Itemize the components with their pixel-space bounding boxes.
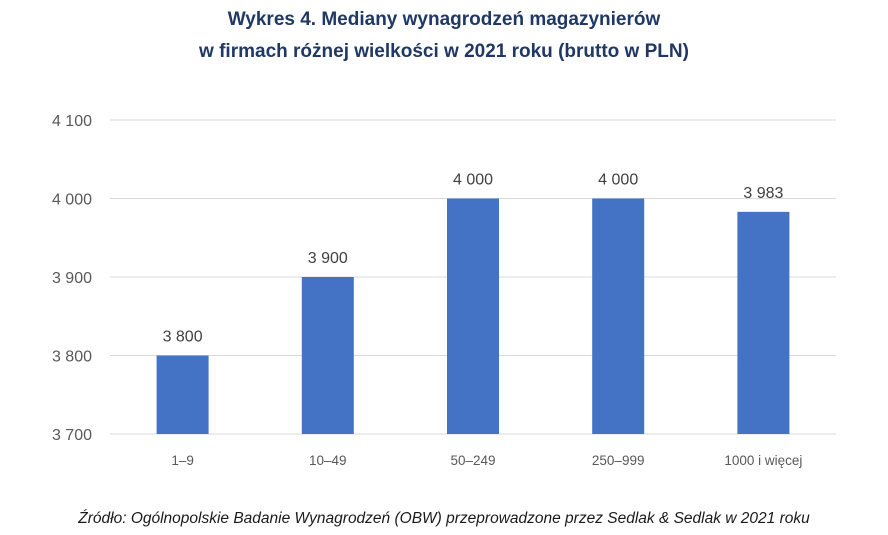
chart-title-line-2: w firmach różnej wielkości w 2021 roku (… — [199, 41, 689, 62]
bar — [301, 277, 354, 434]
y-tick-label: 3 800 — [52, 349, 92, 366]
bar — [592, 198, 645, 434]
y-tick-label: 4 100 — [52, 113, 92, 130]
bar — [737, 211, 790, 434]
chart-title: Wykres 4. Mediany wynagrodzeń magazynier… — [0, 4, 888, 68]
y-tick-label: 3 900 — [52, 270, 92, 287]
data-label: 4 000 — [598, 172, 638, 189]
y-tick-label: 4 000 — [52, 192, 92, 209]
data-label: 4 000 — [453, 172, 493, 189]
chart-title-line-1: Wykres 4. Mediany wynagrodzeń magazynier… — [227, 9, 661, 30]
x-tick-label: 10–49 — [309, 453, 347, 468]
y-tick-label: 3 700 — [52, 427, 92, 444]
data-label: 3 900 — [308, 250, 348, 267]
x-tick-label: 250–999 — [592, 453, 645, 468]
x-tick-label: 50–249 — [450, 453, 495, 468]
bar — [156, 355, 209, 434]
source-note: Źródło: Ogólnopolskie Badanie Wynagrodze… — [78, 510, 810, 527]
x-tick-label: 1000 i więcej — [724, 453, 802, 468]
data-label: 3 800 — [163, 329, 203, 346]
data-label: 3 983 — [743, 185, 783, 202]
bar — [447, 198, 499, 434]
x-tick-label: 1–9 — [171, 453, 194, 468]
